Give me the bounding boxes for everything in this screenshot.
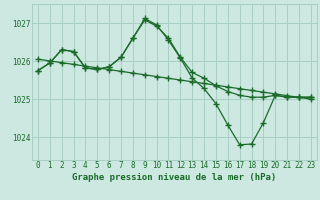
X-axis label: Graphe pression niveau de la mer (hPa): Graphe pression niveau de la mer (hPa): [72, 173, 276, 182]
